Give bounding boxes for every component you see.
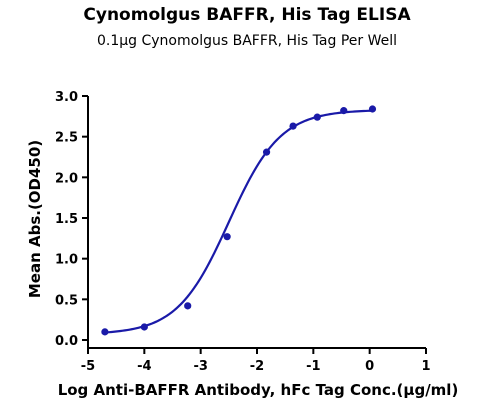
chart-title: Cynomolgus BAFFR, His Tag ELISA <box>83 5 411 25</box>
y-tick-label: 3.0 <box>55 90 78 105</box>
data-point <box>313 113 321 121</box>
y-tick-label: 1.5 <box>55 212 78 227</box>
fit-curve <box>104 109 373 334</box>
chart-subtitle: 0.1μg Cynomolgus BAFFR, His Tag Per Well <box>97 33 397 49</box>
axes: 0.0 0.5 1.0 1.5 2.0 2.5 3.0 -5 -4 -3 -2 -1 0 1 <box>55 90 431 374</box>
y-tick-label: 2.5 <box>55 131 78 146</box>
x-tick-label: -4 <box>137 359 151 374</box>
x-tick-label: 1 <box>421 359 430 374</box>
y-axis-label: Mean Abs.(OD450) <box>26 140 44 298</box>
plot-area <box>101 105 377 336</box>
data-point <box>262 148 271 156</box>
data-point <box>140 323 148 331</box>
y-tick-label: 2.0 <box>55 171 78 186</box>
y-tick-label: 0.5 <box>55 293 78 308</box>
x-tick-label: -2 <box>250 359 264 374</box>
data-point <box>101 328 109 336</box>
x-axis-label: Log Anti-BAFFR Antibody, hFc Tag Conc.(μ… <box>58 381 459 399</box>
y-tick-label: 1.0 <box>55 253 78 268</box>
data-point <box>368 105 377 113</box>
x-tick-label: -5 <box>81 359 95 374</box>
x-tick-label: 0 <box>365 359 374 374</box>
x-tick-label: -1 <box>306 359 320 374</box>
y-tick-label: 0.0 <box>55 334 78 349</box>
data-point <box>184 302 192 310</box>
data-point <box>340 107 348 115</box>
data-point <box>223 233 231 241</box>
data-point <box>289 122 297 130</box>
x-tick-label: -3 <box>193 359 207 374</box>
